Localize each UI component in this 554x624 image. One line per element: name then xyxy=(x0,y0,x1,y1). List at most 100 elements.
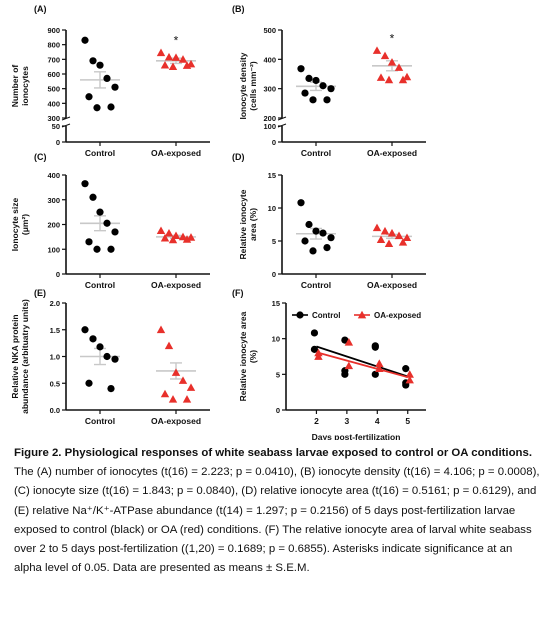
panel-e-data-point xyxy=(168,395,178,403)
panel-d-y-tick-label: 0 xyxy=(272,270,276,279)
panel-d-y-tick-label: 15 xyxy=(268,171,276,180)
panel-b-data-point xyxy=(312,76,320,85)
panel-a-data-point xyxy=(156,48,166,57)
panel-f-data-point xyxy=(341,336,349,344)
panel-c-data-point xyxy=(107,245,115,253)
panel-b-y-tick-label: 100 xyxy=(263,122,276,131)
panel-c-data-point xyxy=(178,232,188,241)
panel-b-y-axis-label: Ionocyte density xyxy=(238,52,248,119)
panel-e-data-point xyxy=(103,352,111,361)
panel-a-data-point xyxy=(178,55,188,63)
panel-f-x-tick-label: 5 xyxy=(405,416,410,426)
panel-b-category-label: OA-exposed xyxy=(367,148,417,158)
panel-f-data-point xyxy=(405,375,414,384)
panel-c-data-point xyxy=(103,219,111,227)
panel-b-y-tick-label: 500 xyxy=(263,26,276,35)
panel-e-category-label: OA-exposed xyxy=(151,416,201,426)
panel-d-data-point xyxy=(297,199,305,207)
panel-e-data-point xyxy=(111,355,119,363)
panel-f-data-point xyxy=(344,361,354,370)
panel-c-data-point xyxy=(182,235,192,243)
panel-d-label: (D) xyxy=(232,152,245,162)
panel-a-y-tick-label: 400 xyxy=(47,99,60,108)
panel-e-data-point xyxy=(156,325,166,334)
panel-d-data-point xyxy=(372,223,382,232)
panel-c-data-point xyxy=(89,193,97,201)
panel-e-label: (E) xyxy=(34,288,46,298)
panel-b-data-point xyxy=(309,96,317,104)
panel-e-y-tick-label: 1.5 xyxy=(50,326,60,335)
panel-d-data-point xyxy=(394,231,404,240)
panel-d-data-point xyxy=(319,229,327,237)
panel-f-data-point xyxy=(405,370,414,378)
panel-f-x-tick-label: 4 xyxy=(375,416,380,426)
panel-d-data-point xyxy=(309,247,317,255)
panel-c-y-tick-label: 100 xyxy=(47,245,60,254)
panel-e-data-point xyxy=(178,376,188,384)
panel-c-data-point xyxy=(111,228,119,236)
panel-f-regression-line xyxy=(316,351,408,379)
panel-f-data-point xyxy=(402,365,410,373)
panel-b-data-point xyxy=(327,85,335,93)
panel-a-data-point xyxy=(89,57,97,65)
panel-b-data-point xyxy=(384,75,394,84)
panel-d-data-point xyxy=(312,227,320,235)
panel-a-data-point xyxy=(85,93,93,101)
panel-d-y-axis-label: area (%) xyxy=(248,208,258,241)
panel-e-data-point xyxy=(81,326,89,334)
panel-d-data-point xyxy=(402,233,412,242)
panel-a-data-point xyxy=(107,103,115,111)
panel-a-data-point xyxy=(96,61,104,69)
panel-b-data-point xyxy=(323,96,331,104)
panel-f-label: (F) xyxy=(232,288,244,298)
panel-b-data-point xyxy=(372,46,382,54)
panel-b-data-point xyxy=(376,73,386,81)
panel-c-data-point xyxy=(85,238,93,246)
panel-c-category-label: Control xyxy=(85,280,115,290)
panel-e-data-point xyxy=(164,341,174,350)
panel-d-data-point xyxy=(376,235,386,244)
panel-b-y-tick-label: 400 xyxy=(263,55,276,64)
panel-f-y-tick-label: 0 xyxy=(276,406,280,415)
panel-a-y-tick-label: 700 xyxy=(47,55,60,64)
panel-c-data-point xyxy=(93,245,101,253)
panel-b-data-point xyxy=(319,82,327,90)
panel-f-data-point xyxy=(371,343,379,351)
panel-b-y-tick-label: 200 xyxy=(263,114,276,123)
panel-e-y-axis-label: Relative NKA protein xyxy=(10,314,20,398)
panel-a-data-point xyxy=(93,104,101,112)
panel-c-y-axis-label: (μm²) xyxy=(20,214,30,235)
panel-d-data-point xyxy=(384,239,394,247)
panel-c-y-tick-label: 400 xyxy=(47,171,60,180)
panel-e-data-point xyxy=(186,383,196,391)
panel-c-data-point xyxy=(160,233,170,242)
panel-c-label: (C) xyxy=(34,152,47,162)
panel-f-data-point xyxy=(314,352,323,360)
panel-f-y-tick-label: 5 xyxy=(276,370,280,379)
panel-a-data-point xyxy=(111,83,119,91)
panel-b-data-point xyxy=(297,65,305,73)
panel-a-data-point xyxy=(171,53,181,61)
panel-a-y-axis-label: ionocytes xyxy=(20,66,30,106)
panel-b-data-point xyxy=(398,75,408,84)
panel-e-y-axis-label: abundance (arbituatry units) xyxy=(20,299,30,414)
panel-f-y-tick-label: 15 xyxy=(272,299,280,308)
panel-a-y-tick-label: 50 xyxy=(52,122,60,131)
panel-b-category-label: Control xyxy=(301,148,331,158)
panel-b-label: (B) xyxy=(232,4,245,14)
panel-a-y-tick-label: 500 xyxy=(47,85,60,94)
panel-e-y-tick-label: 0.5 xyxy=(50,379,60,388)
panel-b-data-point xyxy=(387,58,397,66)
panel-b-data-point xyxy=(402,72,412,81)
panel-f-data-point xyxy=(310,345,319,353)
panel-c-y-tick-label: 300 xyxy=(47,196,60,205)
panel-e-data-point xyxy=(182,395,192,403)
panel-d-data-point xyxy=(327,234,335,242)
panel-e-data-point xyxy=(96,343,104,351)
panel-c-data-point xyxy=(168,235,178,244)
panel-f-data-point xyxy=(344,338,354,346)
panel-f-legend-marker xyxy=(296,311,304,319)
panel-f-x-tick-label: 3 xyxy=(345,416,350,426)
panel-f-x-tick-label: 2 xyxy=(314,416,319,426)
panel-c-data-point xyxy=(171,231,181,239)
